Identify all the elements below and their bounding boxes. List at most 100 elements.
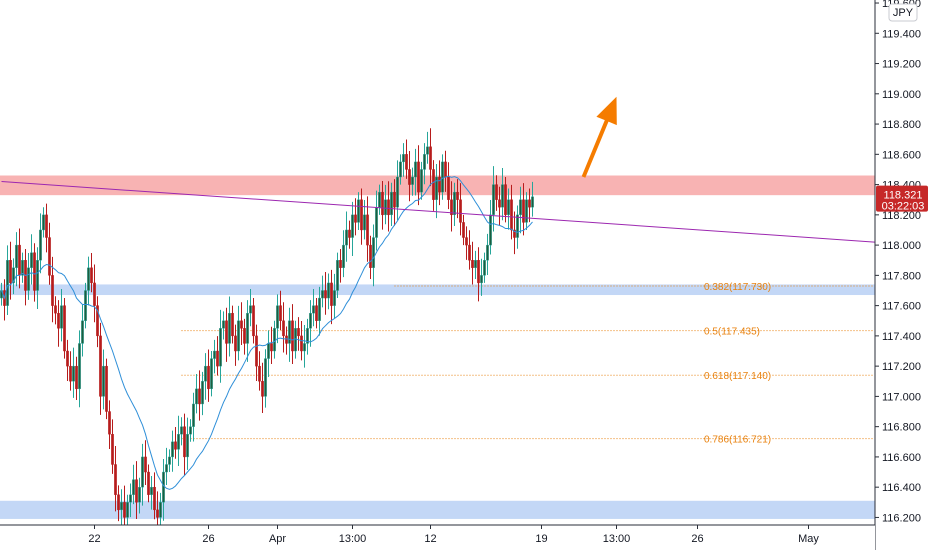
candle-body bbox=[390, 191, 393, 216]
candle-body bbox=[168, 456, 171, 465]
candle-body bbox=[126, 502, 129, 518]
candle-body bbox=[216, 350, 219, 367]
candle-body bbox=[423, 154, 426, 170]
candle-body bbox=[156, 509, 159, 518]
time-tick-label: 13:00 bbox=[339, 533, 367, 545]
bar-countdown: 03:22:03 bbox=[882, 201, 925, 213]
candle-body bbox=[183, 426, 186, 458]
price-axis-background bbox=[875, 0, 932, 550]
price-tick-label: 116.200 bbox=[882, 512, 921, 524]
candle-body bbox=[369, 244, 372, 268]
current-price-tag: 118.321 03:22:03 bbox=[876, 185, 928, 213]
candle-body bbox=[426, 146, 429, 155]
candle-body bbox=[87, 267, 90, 291]
candle-body bbox=[321, 290, 324, 299]
candle-body bbox=[45, 214, 48, 238]
candle-body bbox=[432, 169, 435, 200]
fib-label-0: 0.382(117.730) bbox=[704, 282, 771, 293]
candle-body bbox=[366, 214, 369, 246]
candle-body bbox=[198, 388, 201, 405]
candle-body bbox=[297, 328, 300, 337]
candle-body bbox=[192, 403, 195, 427]
candle-body bbox=[132, 479, 135, 495]
candle-body bbox=[513, 229, 516, 238]
candle-body bbox=[99, 335, 102, 397]
candle-body bbox=[42, 214, 45, 231]
candle-body bbox=[507, 199, 510, 216]
candle-body bbox=[105, 365, 108, 412]
candle-body bbox=[177, 434, 180, 450]
fibonacci-levels: 0.382(117.730) 0.5(117.435) 0.618(117.140)… bbox=[181, 282, 873, 446]
candle-body bbox=[396, 176, 399, 208]
candle-body bbox=[72, 365, 75, 382]
candle-body bbox=[516, 214, 519, 238]
candle-body bbox=[231, 312, 234, 337]
price-tick-label: 117.800 bbox=[882, 270, 921, 282]
candle-body bbox=[498, 199, 501, 208]
candle-body bbox=[228, 312, 231, 344]
candle-body bbox=[261, 381, 264, 397]
candle-body bbox=[357, 199, 360, 223]
candle-body bbox=[351, 214, 354, 238]
candle-body bbox=[96, 305, 99, 337]
candle-body bbox=[450, 199, 453, 216]
price-tick-label: 118.800 bbox=[882, 119, 921, 131]
support-zone-2[interactable] bbox=[0, 500, 875, 519]
candle-body bbox=[174, 441, 177, 450]
candle-body bbox=[165, 464, 168, 473]
candle-body bbox=[525, 199, 528, 223]
candle-body bbox=[360, 199, 363, 231]
candle-body bbox=[420, 169, 423, 193]
candle-body bbox=[270, 343, 273, 352]
price-tick-label: 117.600 bbox=[882, 301, 921, 313]
candle-body bbox=[282, 320, 285, 337]
candle-body bbox=[252, 305, 255, 337]
candle-body bbox=[312, 305, 315, 314]
time-tick-label: Apr bbox=[269, 533, 286, 545]
candle-body bbox=[162, 471, 165, 503]
price-tick-label: 118.000 bbox=[882, 240, 921, 252]
candle-body bbox=[381, 191, 384, 216]
trendline[interactable] bbox=[1, 181, 875, 243]
candle-body bbox=[456, 191, 459, 200]
support-zone-1[interactable] bbox=[0, 284, 875, 296]
candle-body bbox=[243, 328, 246, 344]
candle-body bbox=[111, 434, 114, 465]
candle-body bbox=[39, 229, 42, 261]
candle-body bbox=[276, 305, 279, 329]
candle-body bbox=[315, 305, 318, 321]
price-zones bbox=[0, 175, 875, 519]
candle-body bbox=[18, 244, 21, 276]
candle-body bbox=[213, 350, 216, 359]
candle-body bbox=[531, 196, 534, 208]
currency-badge[interactable]: JPY bbox=[888, 3, 918, 22]
price-axis-ticks: 116.200 116.400 116.600 116.800 117.000 117.2… bbox=[875, 0, 921, 524]
price-tick-label: 117.200 bbox=[882, 361, 921, 373]
candle-body bbox=[405, 154, 408, 170]
candle-body bbox=[345, 229, 348, 246]
candle-body bbox=[225, 320, 228, 344]
candle-body bbox=[36, 260, 39, 291]
candle-body bbox=[474, 260, 477, 268]
candle-body bbox=[9, 260, 12, 284]
candle-body bbox=[342, 244, 345, 268]
candle-body bbox=[447, 176, 450, 200]
candle-body bbox=[33, 252, 36, 291]
candle-body bbox=[51, 275, 54, 306]
candle-body bbox=[84, 290, 87, 321]
candle-body bbox=[411, 176, 414, 185]
candle-body bbox=[477, 260, 480, 284]
candle-body bbox=[27, 267, 30, 291]
candle-body bbox=[417, 161, 420, 193]
candle-body bbox=[201, 381, 204, 405]
candle-body bbox=[483, 260, 486, 276]
candle-body bbox=[171, 441, 174, 458]
candle-body bbox=[189, 426, 192, 435]
candle-body bbox=[123, 502, 126, 518]
candle-body bbox=[489, 214, 492, 246]
candle-body bbox=[48, 237, 51, 276]
candle-body bbox=[528, 199, 531, 208]
candle-body bbox=[153, 486, 156, 511]
candle-body bbox=[519, 199, 522, 216]
